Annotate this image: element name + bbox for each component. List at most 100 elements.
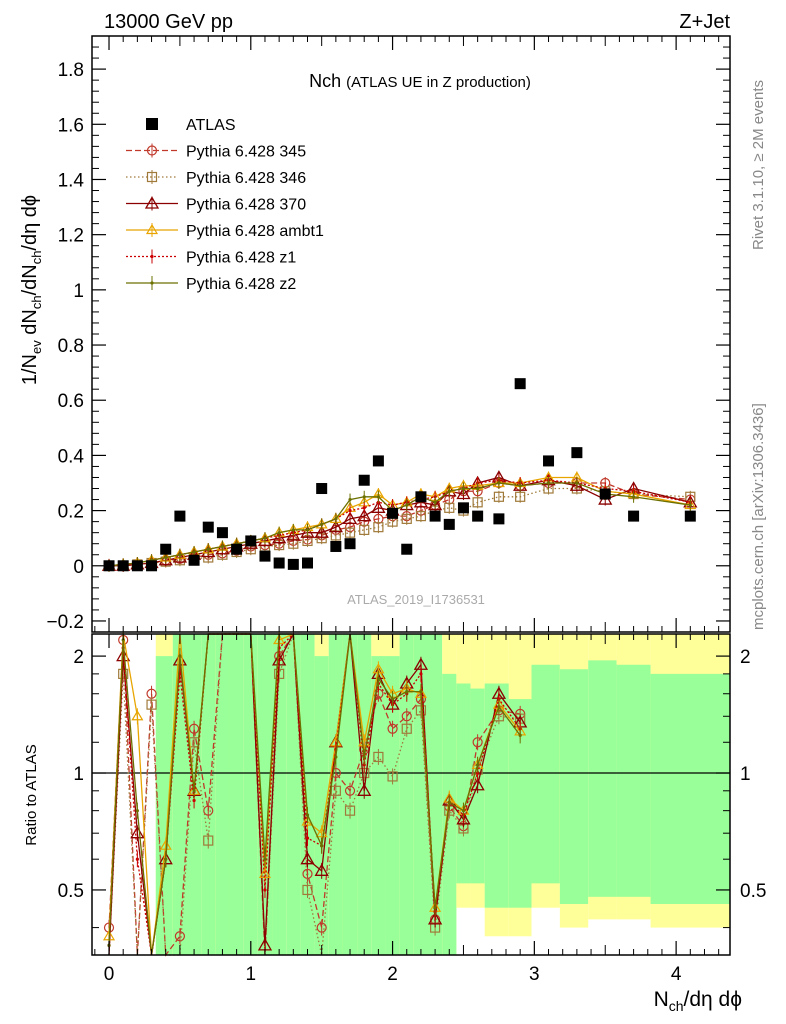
atlas-data-point (231, 543, 243, 555)
ratio-marker (258, 867, 272, 878)
x-tick-label: 1 (246, 964, 257, 985)
main-marker (272, 530, 287, 544)
atlas-data-point (429, 510, 441, 522)
ratio-marker (121, 638, 125, 642)
ratio-marker (164, 857, 168, 861)
ratio-marker (362, 755, 366, 759)
legend-marker (146, 171, 158, 183)
atlas-data-point (472, 510, 484, 522)
ratio-band-inner (272, 634, 287, 955)
atlas-data-point (259, 550, 271, 562)
ratio-y-tick-label-left: 1 (73, 764, 84, 785)
ratio-marker (470, 777, 485, 791)
atlas-data-point (287, 558, 299, 570)
ratio-marker (320, 844, 324, 848)
atlas-data-point (684, 510, 696, 522)
legend-marker (150, 281, 154, 285)
legend-marker (150, 254, 154, 259)
main-y-tick-label: 0.4 (58, 446, 85, 467)
atlas-data-point (443, 518, 455, 530)
ratio-band-inner (300, 634, 315, 955)
ratio-marker (135, 857, 139, 861)
main-marker (164, 555, 168, 560)
ratio-band-inner (559, 669, 589, 905)
legend-label: ATLAS (186, 117, 236, 134)
ratio-marker (401, 723, 412, 734)
ratio-band-inner (428, 634, 443, 955)
main-title-sub: (ATLAS UE in Z production) (346, 74, 531, 91)
atlas-data-point (316, 483, 328, 495)
main-title-main: Nch (309, 71, 341, 91)
main-marker (344, 527, 356, 538)
atlas-data-point (131, 560, 143, 572)
atlas-data-point (216, 527, 228, 539)
main-marker (334, 517, 338, 521)
main-y-tick-label: 1.4 (58, 170, 85, 191)
main-marker (320, 522, 324, 526)
atlas-data-point (344, 538, 356, 550)
main-marker (447, 489, 451, 493)
ratio-frame (91, 633, 731, 956)
ratio-band-inner (650, 673, 730, 905)
ratio-marker (415, 705, 427, 716)
main-marker (546, 481, 551, 485)
x-axis-title: Nch/dη dϕ (654, 988, 742, 1014)
ratio-marker (344, 785, 356, 796)
ratio-marker (192, 789, 196, 793)
ratio-marker (146, 699, 157, 710)
main-marker (178, 553, 182, 557)
legend-label: Pythia 6.428 ambt1 (186, 223, 324, 240)
main-marker (415, 511, 427, 522)
main-title: Nch (ATLAS UE in Z production) (309, 71, 531, 91)
ratio-marker (316, 922, 327, 933)
main-marker (433, 500, 437, 504)
main-marker (476, 486, 480, 491)
ratio-marker (188, 723, 200, 734)
main-marker (575, 481, 579, 485)
x-tick-label: 2 (387, 964, 398, 985)
main-marker (291, 528, 295, 532)
main-line-5 (108, 482, 691, 567)
main-marker (300, 525, 315, 538)
main-marker (362, 495, 366, 499)
ratio-marker (419, 672, 423, 676)
legend-label: Pythia 6.428 370 (186, 197, 306, 214)
atlas-data-point (174, 510, 186, 522)
atlas-data-point (387, 507, 399, 519)
ratio-band-inner (155, 656, 173, 955)
main-y-axis-title: 1/Nev dNch/dNch/dη dϕ (19, 195, 44, 385)
ratio-band-inner (201, 634, 216, 955)
mcplots-label: mcplots.cern.ch [arXiv:1306.3436] (750, 403, 767, 630)
ratio-marker (447, 800, 451, 805)
atlas-data-point (543, 455, 555, 467)
ratio-marker (427, 912, 443, 925)
ratio-marker (334, 755, 338, 759)
x-tick-label: 3 (529, 964, 540, 985)
ratio-marker (357, 783, 372, 796)
ratio-marker (314, 863, 329, 876)
ratio-uncertainty-bands (155, 634, 730, 955)
ratio-marker (263, 857, 267, 861)
main-marker (220, 544, 225, 549)
ratio-marker (390, 697, 395, 701)
atlas-data-point (628, 510, 640, 522)
ratio-band-inner (508, 699, 532, 908)
ratio-marker (461, 809, 466, 813)
main-y-tick-label: 0.6 (58, 391, 84, 412)
ratio-y-tick-label-right: 1 (740, 764, 751, 785)
main-line-1 (109, 487, 691, 567)
ratio-marker (263, 888, 267, 892)
main-y-tick-label: −0.2 (46, 612, 84, 633)
legend-label: Pythia 6.428 z2 (186, 276, 296, 293)
main-marker (631, 495, 636, 499)
ratio-marker (497, 705, 501, 709)
atlas-data-point (330, 540, 342, 552)
ratio-marker (476, 763, 480, 767)
x-tick-label: 4 (671, 964, 682, 985)
header-process-label: Z+Jet (679, 11, 730, 33)
main-marker (277, 531, 281, 535)
atlas-data-point (401, 543, 413, 555)
main-marker (456, 486, 471, 500)
ratio-marker (203, 835, 214, 846)
atlas-data-point (188, 554, 200, 566)
